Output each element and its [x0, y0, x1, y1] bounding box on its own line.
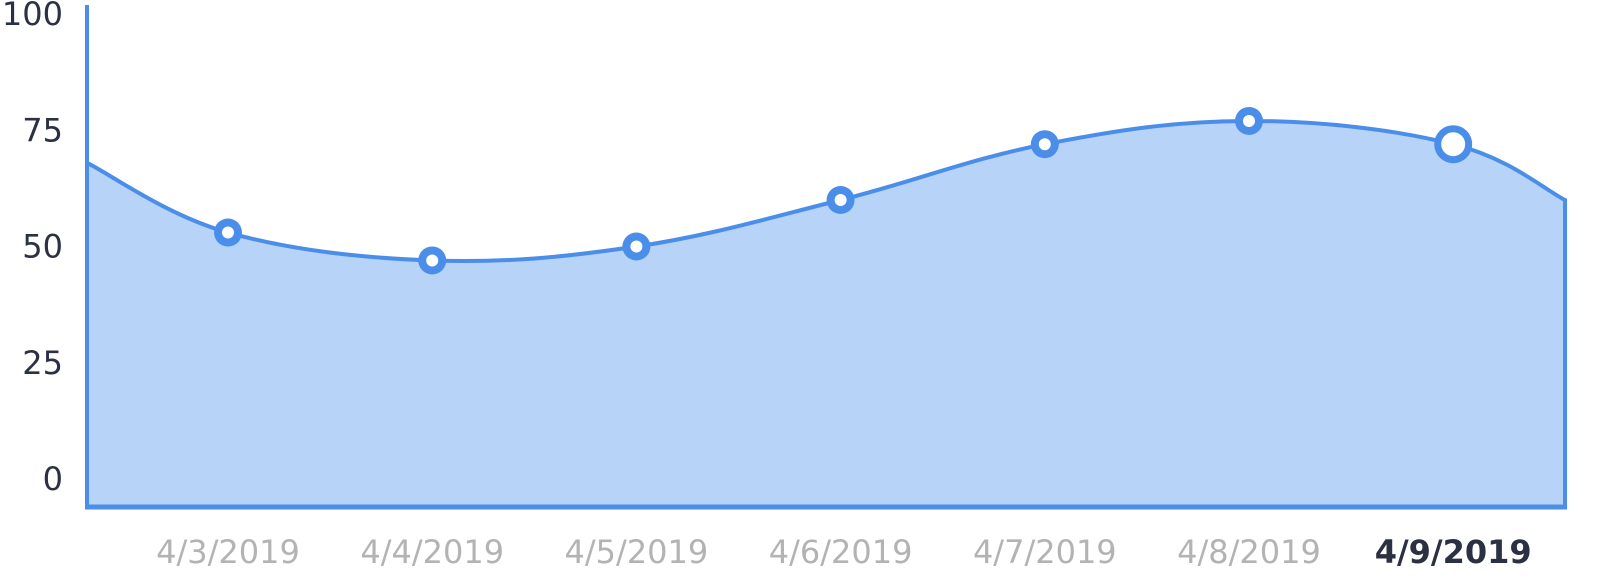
data-point[interactable] [1235, 106, 1263, 135]
x-axis-ticks: 4/3/2019 4/4/2019 4/5/2019 4/6/2019 4/7/2019… [156, 533, 1532, 571]
data-point[interactable] [826, 186, 855, 214]
area-fill [87, 120, 1565, 507]
y-tick-label: 100 [2, 0, 63, 33]
data-point[interactable] [214, 218, 242, 247]
data-points [214, 106, 1473, 275]
x-tick-label[interactable]: 4/4/2019 [360, 533, 504, 571]
data-point[interactable] [418, 246, 447, 275]
x-tick-label[interactable]: 4/6/2019 [769, 533, 913, 571]
x-tick-label[interactable]: 4/5/2019 [565, 533, 709, 571]
y-tick-label: 50 [22, 228, 63, 266]
x-tick-label[interactable]: 4/3/2019 [156, 533, 300, 571]
data-point-center [222, 226, 234, 239]
y-axis-ticks: 0 25 50 75 100 [2, 0, 63, 498]
data-point-center [1243, 114, 1255, 127]
data-point-selected[interactable] [1434, 125, 1473, 164]
data-point[interactable] [622, 232, 651, 261]
y-tick-label: 25 [22, 344, 63, 382]
data-point[interactable] [1030, 130, 1059, 159]
y-tick-label: 75 [22, 111, 63, 149]
y-tick-label: 0 [43, 460, 63, 498]
data-point-center [1038, 138, 1051, 151]
data-point-center [834, 194, 847, 206]
data-point-center [630, 240, 643, 253]
data-point-center [426, 254, 439, 267]
data-point-center [1441, 132, 1466, 157]
x-tick-label[interactable]: 4/9/2019 [1375, 533, 1532, 571]
x-tick-label[interactable]: 4/8/2019 [1177, 533, 1321, 571]
x-tick-label[interactable]: 4/7/2019 [973, 533, 1117, 571]
